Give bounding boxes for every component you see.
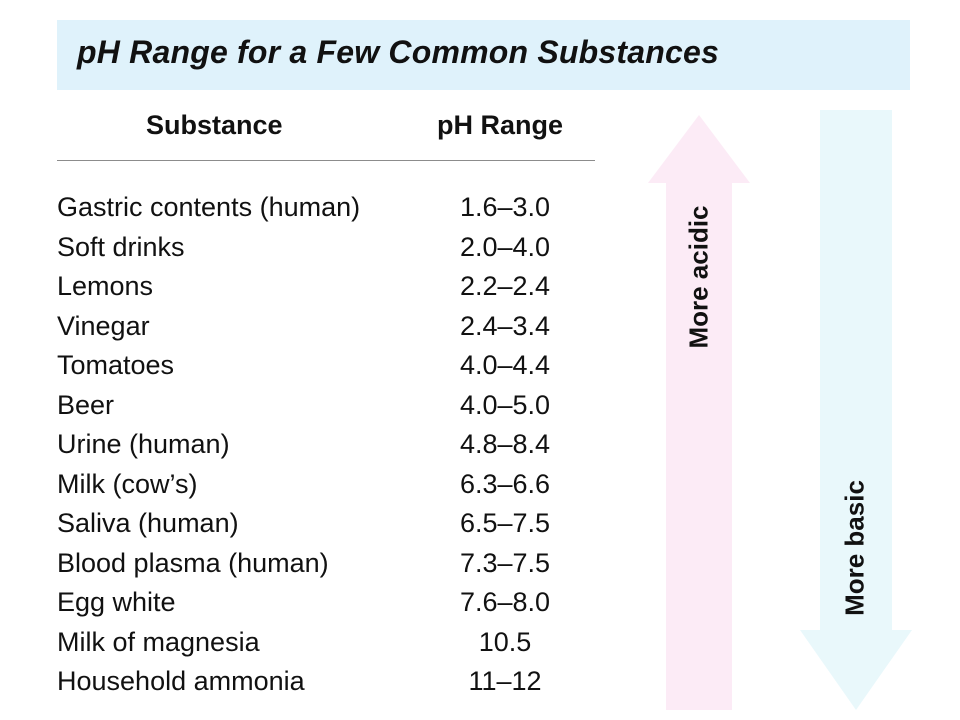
ph-range-value: 7.3–7.5	[459, 547, 551, 578]
header-divider	[57, 160, 595, 161]
substance-name: Milk of magnesia	[57, 626, 260, 657]
substance-name: Egg white	[57, 587, 176, 617]
table-row: Tomatoes 4.0–4.4	[57, 346, 577, 386]
table-row: Gastric contents (human) 1.6–3.0	[57, 188, 577, 228]
ph-range-value: 11–12	[468, 666, 542, 696]
substance-name: Saliva (human)	[57, 508, 239, 538]
basic-arrow-shape	[800, 110, 912, 710]
table-row: Blood plasma (human) 7.3–7.5	[57, 544, 577, 584]
table-row: Egg white 7.6–8.0	[57, 583, 577, 623]
basic-down-arrow-icon	[800, 110, 912, 710]
table-row: Beer 4.0–5.0	[57, 386, 577, 426]
ph-range-value: 2.4–3.4	[459, 310, 551, 341]
substance-name: Beer	[57, 389, 115, 420]
table-row: Urine (human) 4.8–8.4	[57, 425, 577, 465]
ph-range-value: 10.5	[478, 626, 532, 657]
table-row: Household ammonia 11–12	[57, 662, 577, 702]
table-row: Lemons 2.2–2.4	[57, 267, 577, 307]
page-title: pH Range for a Few Common Substances	[77, 34, 719, 70]
ph-range-value: 2.2–2.4	[459, 271, 551, 301]
substance-name: Blood plasma (human)	[57, 547, 329, 578]
table-row: Saliva (human) 6.5–7.5	[57, 504, 577, 544]
title-banner: pH Range for a Few Common Substances	[57, 20, 910, 90]
acidic-up-arrow-icon	[648, 115, 750, 710]
ph-range-value: 1.6–3.0	[459, 192, 551, 222]
table-row: Milk of magnesia 10.5	[57, 623, 577, 663]
substance-table: Gastric contents (human) 1.6–3.0 Soft dr…	[57, 188, 577, 702]
substance-name: Gastric contents (human)	[57, 192, 361, 222]
table-row: Vinegar 2.4–3.4	[57, 307, 577, 347]
substance-name: Household ammonia	[57, 666, 305, 696]
column-header-substance: Substance	[146, 110, 283, 140]
more-basic-label: More basic	[839, 480, 870, 616]
ph-range-value: 6.3–6.6	[459, 468, 551, 499]
ph-range-value: 4.0–4.4	[459, 350, 551, 380]
table-row: Milk (cow’s) 6.3–6.6	[57, 465, 577, 505]
substance-name: Urine (human)	[57, 429, 230, 459]
substance-name: Tomatoes	[57, 350, 175, 380]
more-acidic-label: More acidic	[683, 205, 714, 349]
acidic-arrow-shape	[648, 115, 750, 710]
column-header-ph-range: pH Range	[437, 110, 564, 140]
ph-range-value: 2.0–4.0	[459, 231, 551, 262]
ph-range-value: 6.5–7.5	[459, 508, 551, 538]
substance-name: Soft drinks	[57, 231, 185, 262]
substance-name: Vinegar	[57, 310, 150, 341]
ph-range-value: 7.6–8.0	[459, 587, 551, 617]
ph-range-value: 4.8–8.4	[459, 429, 551, 459]
substance-name: Lemons	[57, 271, 154, 301]
substance-name: Milk (cow’s)	[57, 468, 198, 499]
table-row: Soft drinks 2.0–4.0	[57, 228, 577, 268]
ph-range-value: 4.0–5.0	[459, 389, 551, 420]
